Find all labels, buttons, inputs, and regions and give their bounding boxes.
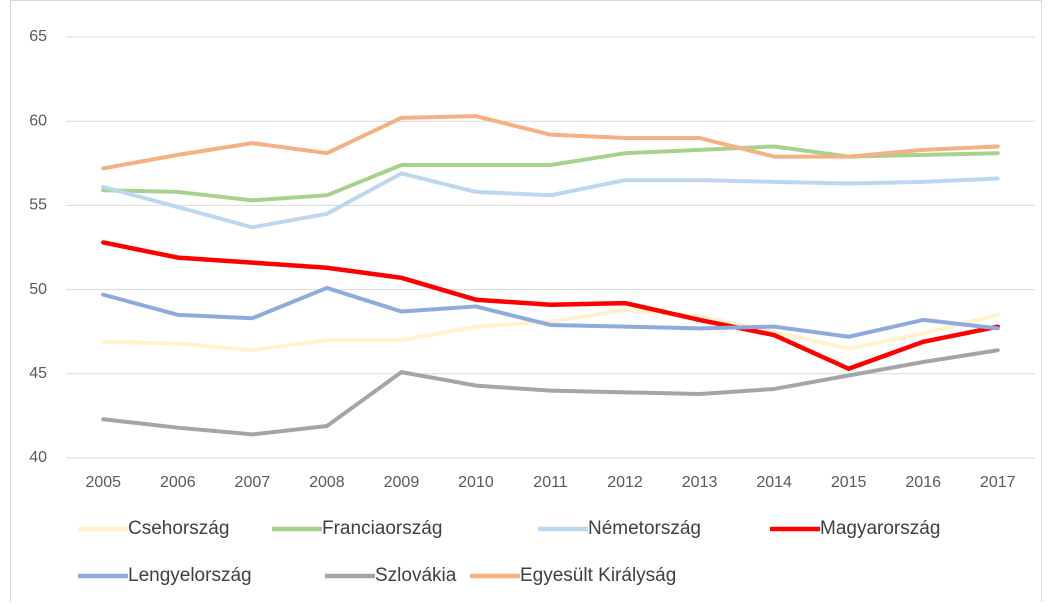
y-tick-label: 55 [29, 197, 47, 214]
x-tick-label: 2006 [160, 474, 196, 491]
chart-border [10, 0, 1042, 607]
x-tick-label: 2011 [533, 474, 568, 491]
x-tick-label: 2008 [309, 474, 345, 491]
series-line [101, 307, 1000, 353]
x-tick-label: 2017 [980, 474, 1016, 491]
legend-label: Németország [588, 518, 701, 539]
legend-label: Magyarország [820, 518, 940, 539]
x-tick-label: 2014 [756, 474, 792, 491]
x-tick-label: 2010 [458, 474, 494, 491]
x-tick-label: 2009 [384, 474, 420, 491]
legend-label: Szlovákia [375, 565, 457, 586]
x-tick-label: 2016 [905, 474, 941, 491]
series-line [101, 240, 1000, 371]
x-tick-label: 2005 [85, 474, 121, 491]
series-line [101, 348, 1000, 437]
series-line [101, 114, 1000, 171]
x-tick-label: 2013 [682, 474, 718, 491]
legend-label: Franciaország [322, 518, 442, 539]
x-tick-label: 2015 [831, 474, 867, 491]
legend-label: Egyesült Királyság [520, 565, 676, 586]
y-tick-label: 50 [29, 281, 47, 298]
y-tick-label: 45 [29, 365, 47, 382]
x-tick-label: 2007 [235, 474, 271, 491]
series-line [101, 171, 1000, 230]
legend-label: Csehország [128, 518, 229, 539]
y-tick-label: 65 [29, 28, 47, 45]
x-tick-label: 2012 [607, 474, 643, 491]
series-line [101, 285, 1000, 339]
y-tick-label: 40 [29, 449, 47, 466]
legend-label: Lengyelország [128, 565, 252, 586]
y-tick-label: 60 [29, 112, 47, 129]
